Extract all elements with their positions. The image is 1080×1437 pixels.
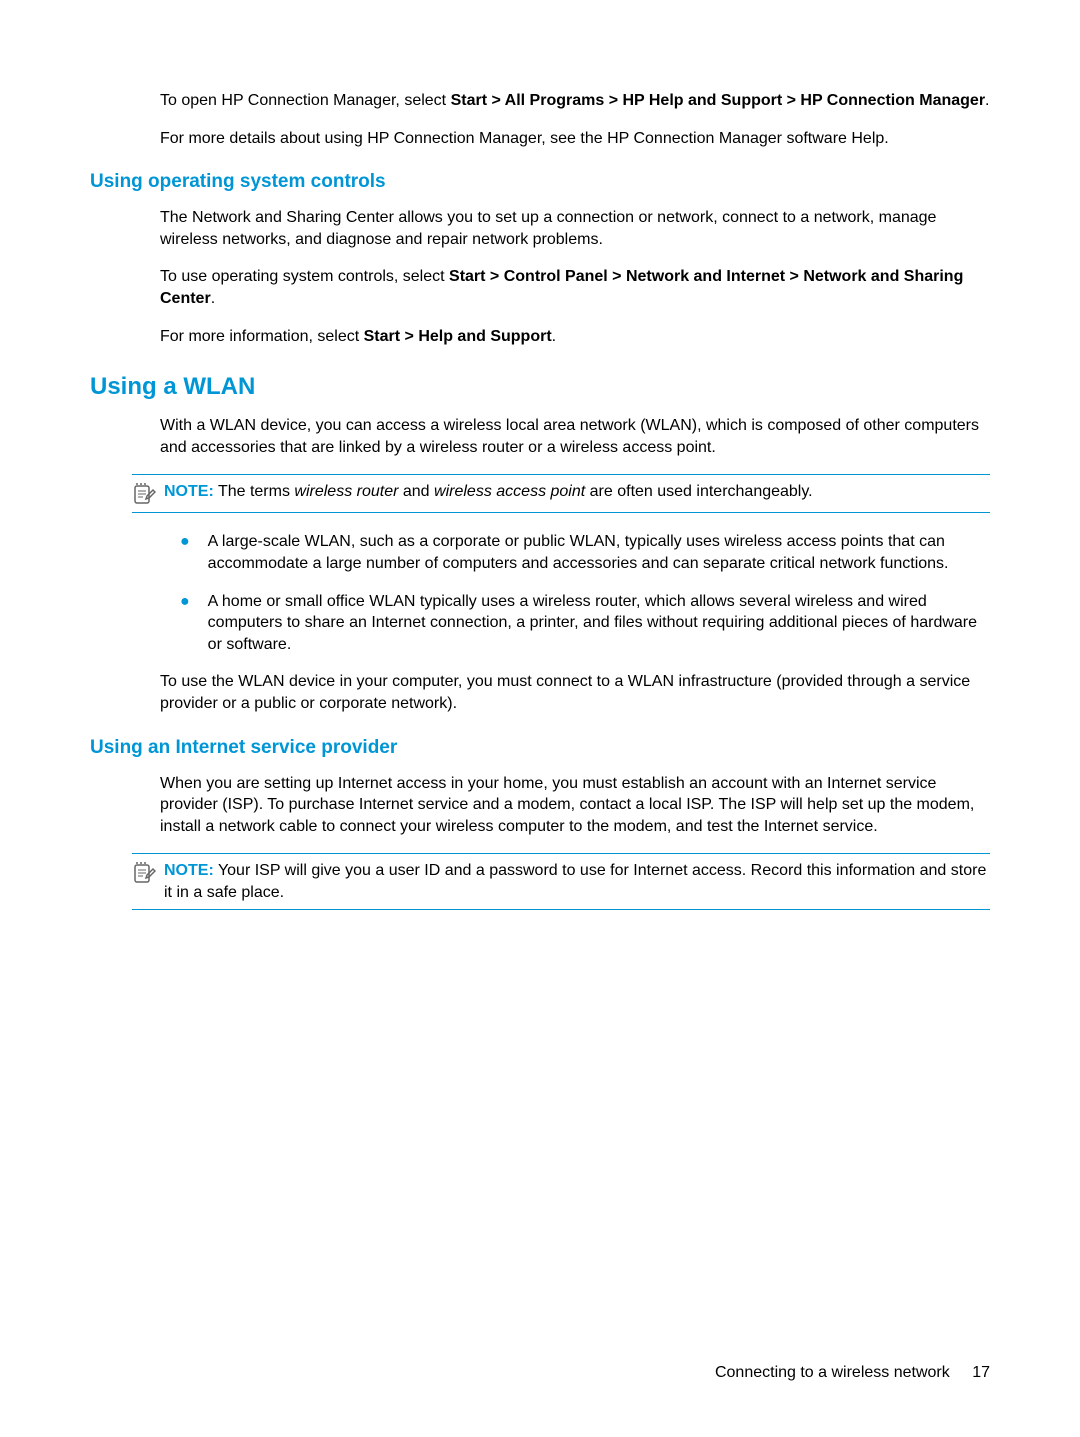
bullet1-text: A large-scale WLAN, such as a corporate … <box>208 531 990 574</box>
wlan-p2: To use the WLAN device in your computer,… <box>160 671 990 714</box>
note-icon <box>132 482 156 506</box>
bullet-row-1: ● A large-scale WLAN, such as a corporat… <box>180 531 990 574</box>
heading-wlan: Using a WLAN <box>90 373 990 401</box>
os-p2: To use operating system controls, select… <box>160 266 990 309</box>
intro-p1: To open HP Connection Manager, select St… <box>160 90 990 112</box>
intro-p1-pre: To open HP Connection Manager, select <box>160 92 451 109</box>
note1-mid: and <box>398 483 434 500</box>
os-p1: The Network and Sharing Center allows yo… <box>160 207 990 250</box>
isp-p1: When you are setting up Internet access … <box>160 773 990 838</box>
footer-title: Connecting to a wireless network <box>715 1364 950 1381</box>
heading-os-controls: Using operating system controls <box>90 171 990 193</box>
bullet2-text: A home or small office WLAN typically us… <box>208 591 990 656</box>
bullet-row-2: ● A home or small office WLAN typically … <box>180 591 990 656</box>
note1-label: NOTE: <box>164 483 214 500</box>
bullet-glyph: ● <box>180 591 190 613</box>
page-footer: Connecting to a wireless network 17 <box>715 1364 990 1382</box>
note-block-1: NOTE: The terms wireless router and wire… <box>132 474 990 513</box>
os-p2-pre: To use operating system controls, select <box>160 268 449 285</box>
note2-label: NOTE: <box>164 862 214 879</box>
note2-text: NOTE: Your ISP will give you a user ID a… <box>164 860 990 903</box>
heading-isp: Using an Internet service provider <box>90 737 990 759</box>
os-p2-post: . <box>211 290 215 307</box>
os-p3-post: . <box>552 328 556 345</box>
bullet-glyph: ● <box>180 531 190 553</box>
wlan-p1: With a WLAN device, you can access a wir… <box>160 415 990 458</box>
note1-post: are often used interchangeably. <box>585 483 812 500</box>
os-p3: For more information, select Start > Hel… <box>160 326 990 348</box>
intro-p2: For more details about using HP Connecti… <box>160 128 990 150</box>
intro-p1-post: . <box>985 92 989 109</box>
os-p3-pre: For more information, select <box>160 328 364 345</box>
os-p3-bold: Start > Help and Support <box>364 328 552 345</box>
intro-p1-bold: Start > All Programs > HP Help and Suppo… <box>451 92 985 109</box>
page-content: To open HP Connection Manager, select St… <box>90 90 990 910</box>
note1-pre: The terms <box>214 483 295 500</box>
note-block-2: NOTE: Your ISP will give you a user ID a… <box>132 853 990 910</box>
note2-body: Your ISP will give you a user ID and a p… <box>164 862 986 901</box>
footer-page-number: 17 <box>972 1364 990 1381</box>
note1-i1: wireless router <box>294 483 398 500</box>
note1-i2: wireless access point <box>434 483 585 500</box>
note1-text: NOTE: The terms wireless router and wire… <box>164 481 813 503</box>
note-icon <box>132 861 156 885</box>
